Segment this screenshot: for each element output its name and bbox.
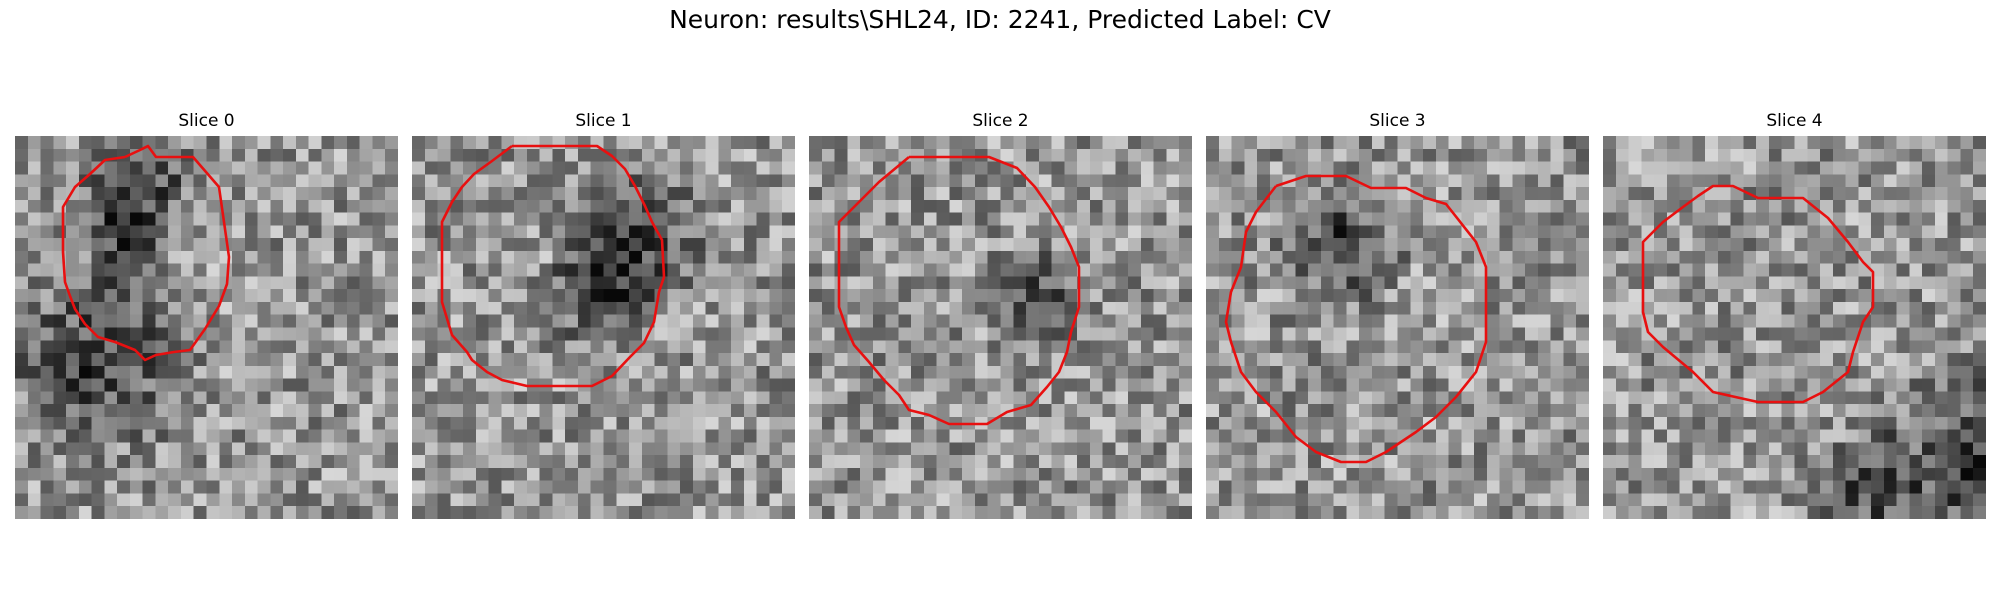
slice-title: Slice 3 (1369, 111, 1426, 131)
slice-panel-3: Slice 3 (1206, 108, 1589, 519)
em-grayscale-image (412, 136, 795, 519)
slice-panel-0: Slice 0 (15, 108, 398, 519)
slice-title: Slice 4 (1766, 111, 1823, 131)
slice-image (412, 136, 795, 519)
slice-title: Slice 0 (178, 111, 235, 131)
contour-overlay (837, 155, 1081, 426)
segmentation-contour (837, 155, 1081, 426)
contour-overlay (440, 144, 666, 388)
slice-panel-2: Slice 2 (809, 108, 1192, 519)
em-grayscale-image (1206, 136, 1589, 519)
slice-title: Slice 2 (972, 111, 1029, 131)
em-grayscale-image (809, 136, 1192, 519)
slice-image (15, 136, 398, 519)
contour-overlay (61, 144, 231, 362)
figure-title: Neuron: results\SHL24, ID: 2241, Predict… (669, 5, 1331, 34)
segmentation-contour (61, 144, 231, 362)
em-grayscale-image (1603, 136, 1986, 519)
slice-title: Slice 1 (575, 111, 632, 131)
contour-overlay (1224, 174, 1488, 464)
slice-panel-4: Slice 4 (1603, 108, 1986, 519)
slice-panel-1: Slice 1 (412, 108, 795, 519)
segmentation-contour (440, 144, 666, 388)
segmentation-contour (1224, 174, 1488, 464)
slice-image (1603, 136, 1986, 519)
slice-image (1206, 136, 1589, 519)
slice-image (809, 136, 1192, 519)
segmentation-contour (1641, 184, 1875, 404)
contour-overlay (1641, 184, 1875, 404)
